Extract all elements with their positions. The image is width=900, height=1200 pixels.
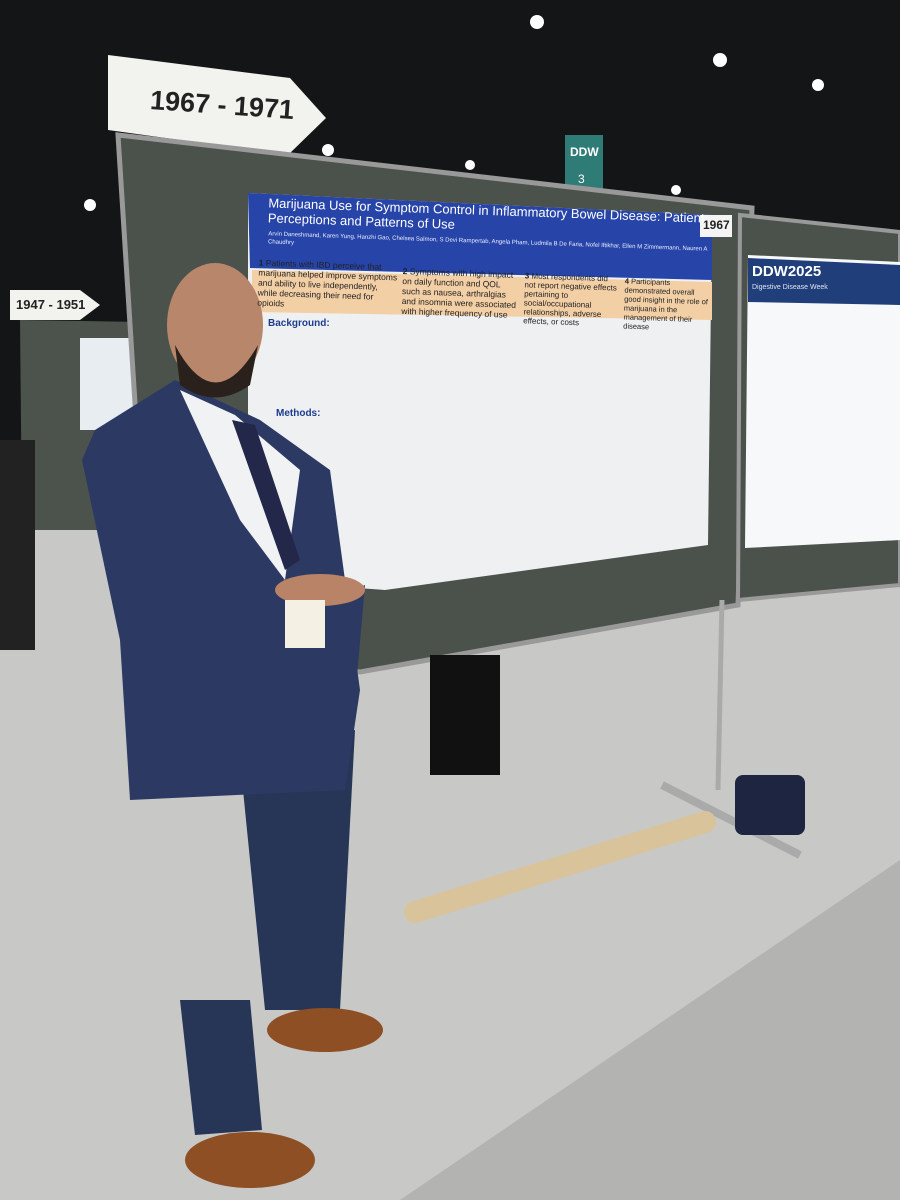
shadow bbox=[400, 860, 900, 1200]
banner-number: 3 bbox=[578, 172, 585, 186]
shoe bbox=[185, 1132, 315, 1188]
finding-number: 4 bbox=[624, 276, 630, 286]
board-number: 1967 bbox=[703, 218, 730, 232]
board-number-tag bbox=[700, 215, 732, 237]
finding-text: Participants demonstrated overall good i… bbox=[623, 276, 709, 332]
finding-text: Patients with IBD perceive that marijuan… bbox=[257, 257, 398, 309]
bystander bbox=[0, 440, 35, 650]
sign bbox=[10, 290, 100, 320]
shirt bbox=[180, 390, 300, 580]
finding-number: 2 bbox=[402, 265, 408, 277]
tie bbox=[232, 420, 300, 570]
light bbox=[812, 79, 824, 91]
badge bbox=[285, 600, 325, 648]
head bbox=[167, 263, 263, 387]
light bbox=[713, 53, 727, 67]
hand bbox=[275, 574, 365, 606]
light bbox=[84, 199, 96, 211]
finding: 3 Most respondents did not report negati… bbox=[523, 271, 621, 328]
finding: 2 Symptoms with high impact on daily fun… bbox=[401, 266, 521, 320]
finding-number: 3 bbox=[524, 271, 530, 281]
finding: 1 Patients with IBD perceive that mariju… bbox=[257, 258, 399, 313]
stand-foot bbox=[660, 781, 802, 859]
poster-header bbox=[248, 193, 712, 280]
right-poster-logo: DDW2025 bbox=[752, 263, 822, 280]
light bbox=[530, 15, 544, 29]
light bbox=[671, 185, 681, 195]
legs-background bbox=[430, 655, 500, 775]
finding-text: Symptoms with high impact on daily funct… bbox=[401, 266, 517, 320]
finding: 4 Participants demonstrated overall good… bbox=[623, 276, 713, 333]
banner-text: DDW bbox=[570, 145, 599, 159]
sign bbox=[108, 55, 326, 155]
banner bbox=[565, 135, 603, 190]
leg bbox=[240, 730, 355, 1010]
sign-text: 1947 - 1951 bbox=[16, 297, 86, 312]
beard bbox=[175, 345, 258, 398]
findings-strip bbox=[252, 270, 712, 320]
section-heading: Methods: bbox=[276, 408, 321, 419]
section-heading: Background: bbox=[268, 318, 330, 329]
right-poster-subtitle: Digestive Disease Week bbox=[752, 284, 828, 291]
stand-leg bbox=[715, 599, 725, 791]
leg bbox=[180, 1000, 262, 1135]
poster-right bbox=[745, 255, 900, 548]
light bbox=[465, 160, 475, 170]
finding-text: Most respondents did not report negative… bbox=[523, 271, 617, 328]
poster-tube bbox=[404, 811, 716, 923]
poster-header bbox=[748, 258, 900, 305]
finding-number: 1 bbox=[258, 257, 264, 268]
shoe bbox=[267, 1008, 383, 1052]
bag bbox=[735, 775, 805, 835]
light bbox=[322, 144, 334, 156]
